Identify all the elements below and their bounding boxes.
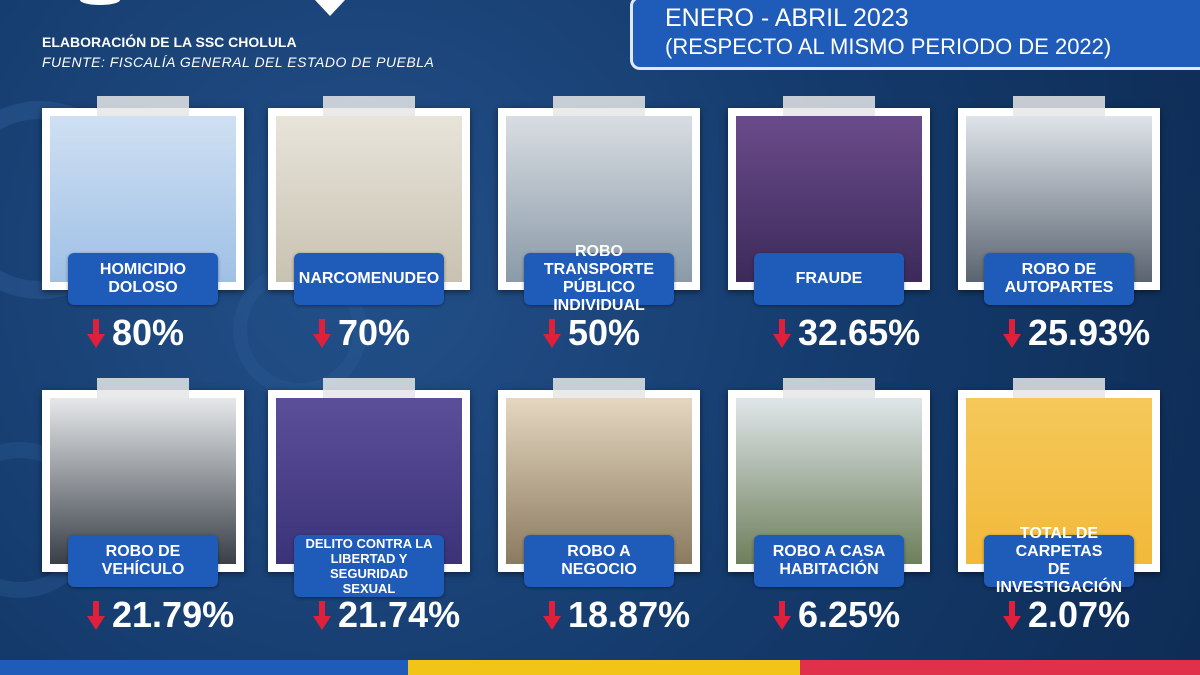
label-line: FRAUDE bbox=[795, 270, 863, 287]
tape bbox=[783, 96, 875, 116]
percent: 18.87% bbox=[568, 594, 691, 635]
tape bbox=[553, 96, 645, 116]
card-label: ROBO DE AUTOPARTES bbox=[984, 253, 1134, 305]
down-arrow bbox=[1003, 601, 1021, 630]
card-value: 21.79% bbox=[86, 594, 234, 636]
card-label: ROBO TRANSPORTE PÚBLICO INDIVIDUAL bbox=[524, 243, 674, 314]
label-line: HOMICIDIO bbox=[99, 261, 187, 278]
tape bbox=[1013, 96, 1105, 116]
down-arrow bbox=[313, 601, 331, 630]
card-value: 6.25% bbox=[772, 594, 900, 636]
card-label: ROBO A CASA HABITACIÓN bbox=[754, 535, 904, 587]
down-arrow bbox=[87, 601, 105, 630]
percent: 21.79% bbox=[112, 594, 235, 635]
card-label: TOTAL DE CARPETAS DE INVESTIGACIÓN bbox=[984, 525, 1134, 596]
label-line: ROBO A CASA bbox=[772, 543, 886, 560]
label-line: ROBO A bbox=[567, 543, 631, 560]
label-line: LIBERTAD Y SEGURIDAD bbox=[329, 551, 408, 581]
label-line: DOLOSO bbox=[108, 279, 178, 296]
down-arrow bbox=[313, 319, 331, 348]
card-value: 21.74% bbox=[312, 594, 460, 636]
tape bbox=[323, 96, 415, 116]
label-line: ROBO DE bbox=[1021, 261, 1097, 278]
card-value: 2.07% bbox=[1002, 594, 1130, 636]
card-label: FRAUDE bbox=[754, 253, 904, 305]
label-line: VEHÍCULO bbox=[101, 561, 185, 578]
percent: 2.07% bbox=[1028, 594, 1131, 635]
label-line: HABITACIÓN bbox=[779, 561, 879, 578]
down-arrow bbox=[773, 319, 791, 348]
tape bbox=[97, 96, 189, 116]
comparison: (RESPECTO AL MISMO PERIODO DE 2022) bbox=[665, 34, 1112, 59]
percent: 21.74% bbox=[338, 594, 461, 635]
stripe-red bbox=[800, 660, 1200, 675]
period: ENERO - ABRIL 2023 bbox=[665, 4, 909, 32]
tape bbox=[1013, 378, 1105, 398]
percent: 32.65% bbox=[798, 312, 921, 353]
card-value: 18.87% bbox=[542, 594, 690, 636]
tape bbox=[323, 378, 415, 398]
card-value: 25.93% bbox=[1002, 312, 1150, 354]
down-arrow bbox=[773, 601, 791, 630]
down-arrow bbox=[543, 601, 561, 630]
card-label: ROBO DE VEHÍCULO bbox=[68, 535, 218, 587]
card-label: DELITO CONTRA LA LIBERTAD Y SEGURIDAD SEXU… bbox=[294, 535, 444, 597]
label-line: NARCOMENUDEO bbox=[298, 270, 440, 287]
percent: 25.93% bbox=[1028, 312, 1151, 353]
label-line: AUTOPARTES bbox=[1004, 279, 1114, 296]
label-line: ROBO DE bbox=[105, 543, 181, 560]
label-line: SEXUAL bbox=[342, 581, 396, 596]
down-arrow bbox=[1003, 319, 1021, 348]
tape bbox=[783, 378, 875, 398]
card-value: 70% bbox=[312, 312, 410, 354]
label-line: ROBO TRANSPORTE bbox=[543, 243, 655, 278]
label-line: PÚBLICO INDIVIDUAL bbox=[553, 279, 645, 314]
percent: 70% bbox=[338, 312, 411, 353]
tape bbox=[97, 378, 189, 398]
percent: 80% bbox=[112, 312, 185, 353]
stripe-blue bbox=[0, 660, 408, 675]
label-line: NEGOCIO bbox=[561, 561, 637, 578]
source: FUENTE: FISCALÍA GENERAL DEL ESTADO DE P… bbox=[42, 54, 435, 70]
credit: ELABORACIÓN DE LA SSC CHOLULA bbox=[42, 34, 297, 50]
label-line: DE INVESTIGACIÓN bbox=[995, 561, 1123, 596]
card-value: 32.65% bbox=[772, 312, 920, 354]
card-value: 50% bbox=[542, 312, 640, 354]
down-arrow bbox=[87, 319, 105, 348]
card-label: ROBO A NEGOCIO bbox=[524, 535, 674, 587]
label-line: TOTAL DE CARPETAS bbox=[1015, 525, 1103, 560]
card-value: 80% bbox=[86, 312, 184, 354]
percent: 50% bbox=[568, 312, 641, 353]
label-line: DELITO CONTRA LA bbox=[305, 536, 433, 551]
percent: 6.25% bbox=[798, 594, 901, 635]
tape bbox=[553, 378, 645, 398]
card-label: HOMICIDIO DOLOSO bbox=[68, 253, 218, 305]
down-arrow bbox=[543, 319, 561, 348]
stripe-yellow bbox=[408, 660, 800, 675]
card-label: NARCOMENUDEO bbox=[294, 253, 444, 305]
period-box bbox=[630, 0, 1200, 70]
